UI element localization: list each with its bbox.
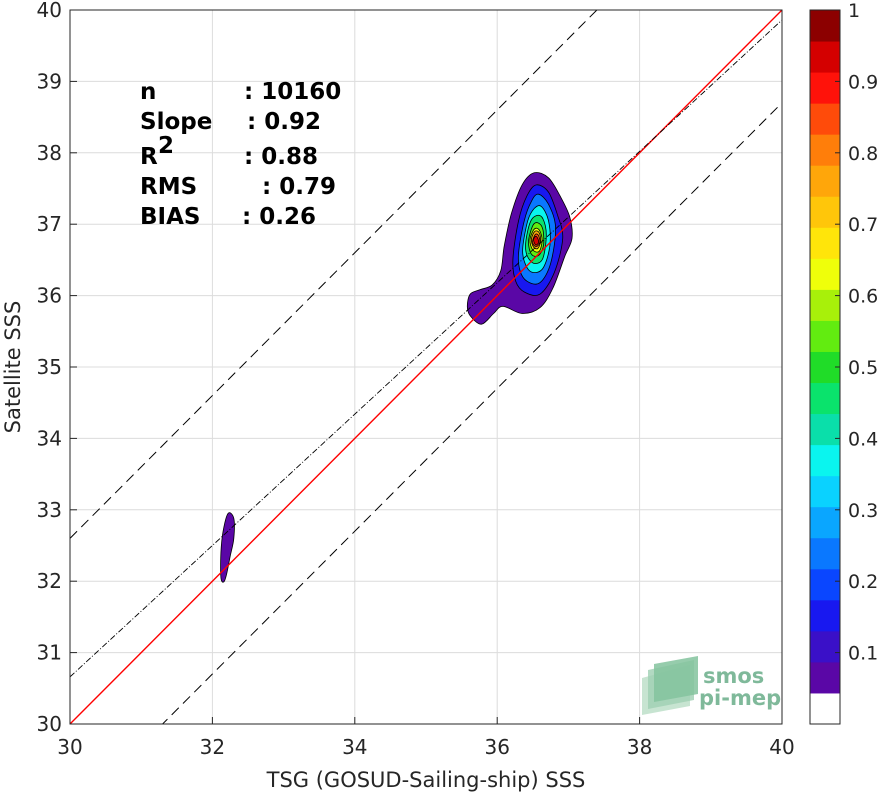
colorbar-tick-label-8: 0.9 — [848, 71, 878, 93]
colorbar-ticks: 0.1 0.2 0.3 0.4 0.5 0.6 0.7 0.8 0.9 1 — [835, 0, 878, 665]
logo-text-smos: smos — [703, 664, 764, 688]
colorbar-segment-22 — [810, 10, 840, 42]
x-tick-label-5: 40 — [769, 735, 794, 759]
y-tick-label-2: 32 — [37, 569, 62, 593]
x-tick-label-3: 36 — [484, 735, 509, 759]
y-tick-label-0: 30 — [37, 712, 62, 736]
y-tick-label-10: 40 — [37, 0, 62, 22]
stat-label-1: Slope — [140, 109, 212, 135]
y-tick-label-8: 38 — [37, 141, 62, 165]
colorbar-segment-3 — [810, 599, 840, 632]
x-tick-label-1: 32 — [200, 735, 225, 759]
stat-value-2: : 0.88 — [244, 144, 318, 170]
stat-value-4: : 0.26 — [242, 204, 316, 230]
stat-value-3: : 0.79 — [262, 174, 336, 200]
colorbar-segment-14 — [810, 258, 840, 290]
colorbar-tick-label-9: 1 — [848, 0, 860, 22]
colorbar-segment-20 — [810, 72, 840, 104]
colorbar-segment-6 — [810, 506, 840, 539]
colorbar-segment-13 — [810, 289, 840, 321]
colorbar-tick-label-3: 0.4 — [848, 428, 878, 450]
colorbar-tick-label-0: 0.1 — [848, 643, 878, 665]
y-tick-label-3: 33 — [37, 498, 62, 522]
x-tick-label-4: 38 — [627, 735, 652, 759]
colorbar-segment-12 — [810, 320, 840, 352]
colorbar-tick-label-2: 0.3 — [848, 500, 878, 522]
cluster-low-contour-0 — [220, 512, 235, 583]
smos-pi-mep-logo: smos pi-mep — [642, 656, 781, 715]
cluster-main-contour-9 — [533, 235, 540, 246]
x-tick-label-2: 34 — [342, 735, 367, 759]
y-tick-label-1: 31 — [37, 641, 62, 665]
colorbar-tick-label-6: 0.7 — [848, 214, 878, 236]
colorbar-segment-5 — [810, 537, 840, 570]
stat-label-0: n — [140, 79, 156, 105]
colorbar-tick-label-4: 0.5 — [848, 357, 878, 379]
stat-label-3: RMS — [140, 174, 197, 200]
stat-label-2: R — [140, 144, 158, 170]
colorbar-tick-label-1: 0.2 — [848, 571, 878, 593]
reference-line-regression — [70, 19, 782, 678]
colorbar-segment-9 — [810, 413, 840, 446]
colorbar-tick-label-5: 0.6 — [848, 286, 878, 308]
colorbar-segment-0 — [810, 692, 840, 725]
y-tick-label-7: 37 — [37, 212, 62, 236]
x-axis-label: TSG (GOSUD-Sailing-ship) SSS — [266, 768, 586, 792]
statistics-block: n : 10160 Slope : 0.92 R 2 : 0.88 RMS : 0.79 BIAS… — [140, 79, 341, 230]
y-axis-ticks: 30 31 32 33 34 35 36 37 38 39 40 — [37, 0, 77, 736]
colorbar-segment-16 — [810, 196, 840, 228]
y-tick-label-4: 34 — [37, 426, 62, 450]
colorbar-segment-8 — [810, 444, 840, 477]
reference-line-minus-offset — [161, 102, 782, 724]
x-axis-ticks: 30 32 34 36 38 40 — [57, 717, 795, 759]
colorbar-segment-2 — [810, 630, 840, 663]
y-tick-label-6: 36 — [37, 284, 62, 308]
stat-label-4: BIAS — [140, 204, 200, 230]
colorbar-segment-19 — [810, 103, 840, 135]
colorbar-segment-1 — [810, 661, 840, 694]
y-axis-label: Satellite SSS — [1, 301, 25, 434]
y-tick-label-9: 39 — [37, 69, 62, 93]
logo-text-pi-mep: pi-mep — [699, 686, 781, 710]
reference-line-plus-offset — [70, 10, 598, 539]
reference-lines — [70, 10, 782, 724]
stat-value-1: : 0.92 — [247, 109, 321, 135]
colorbar-segment-18 — [810, 134, 840, 166]
colorbar-segment-15 — [810, 227, 840, 259]
colorbar-segment-17 — [810, 165, 840, 197]
colorbar-segment-21 — [810, 41, 840, 73]
x-tick-label-0: 30 — [57, 735, 82, 759]
colorbar-tick-label-7: 0.8 — [848, 143, 878, 165]
colorbar-segment-7 — [810, 475, 840, 508]
stat-value-0: : 10160 — [244, 79, 341, 105]
y-tick-label-5: 35 — [37, 355, 62, 379]
colorbar — [809, 9, 841, 725]
colorbar-segment-10 — [810, 382, 840, 415]
stat-superscript-2: 2 — [158, 133, 174, 159]
colorbar-segment-4 — [810, 568, 840, 601]
